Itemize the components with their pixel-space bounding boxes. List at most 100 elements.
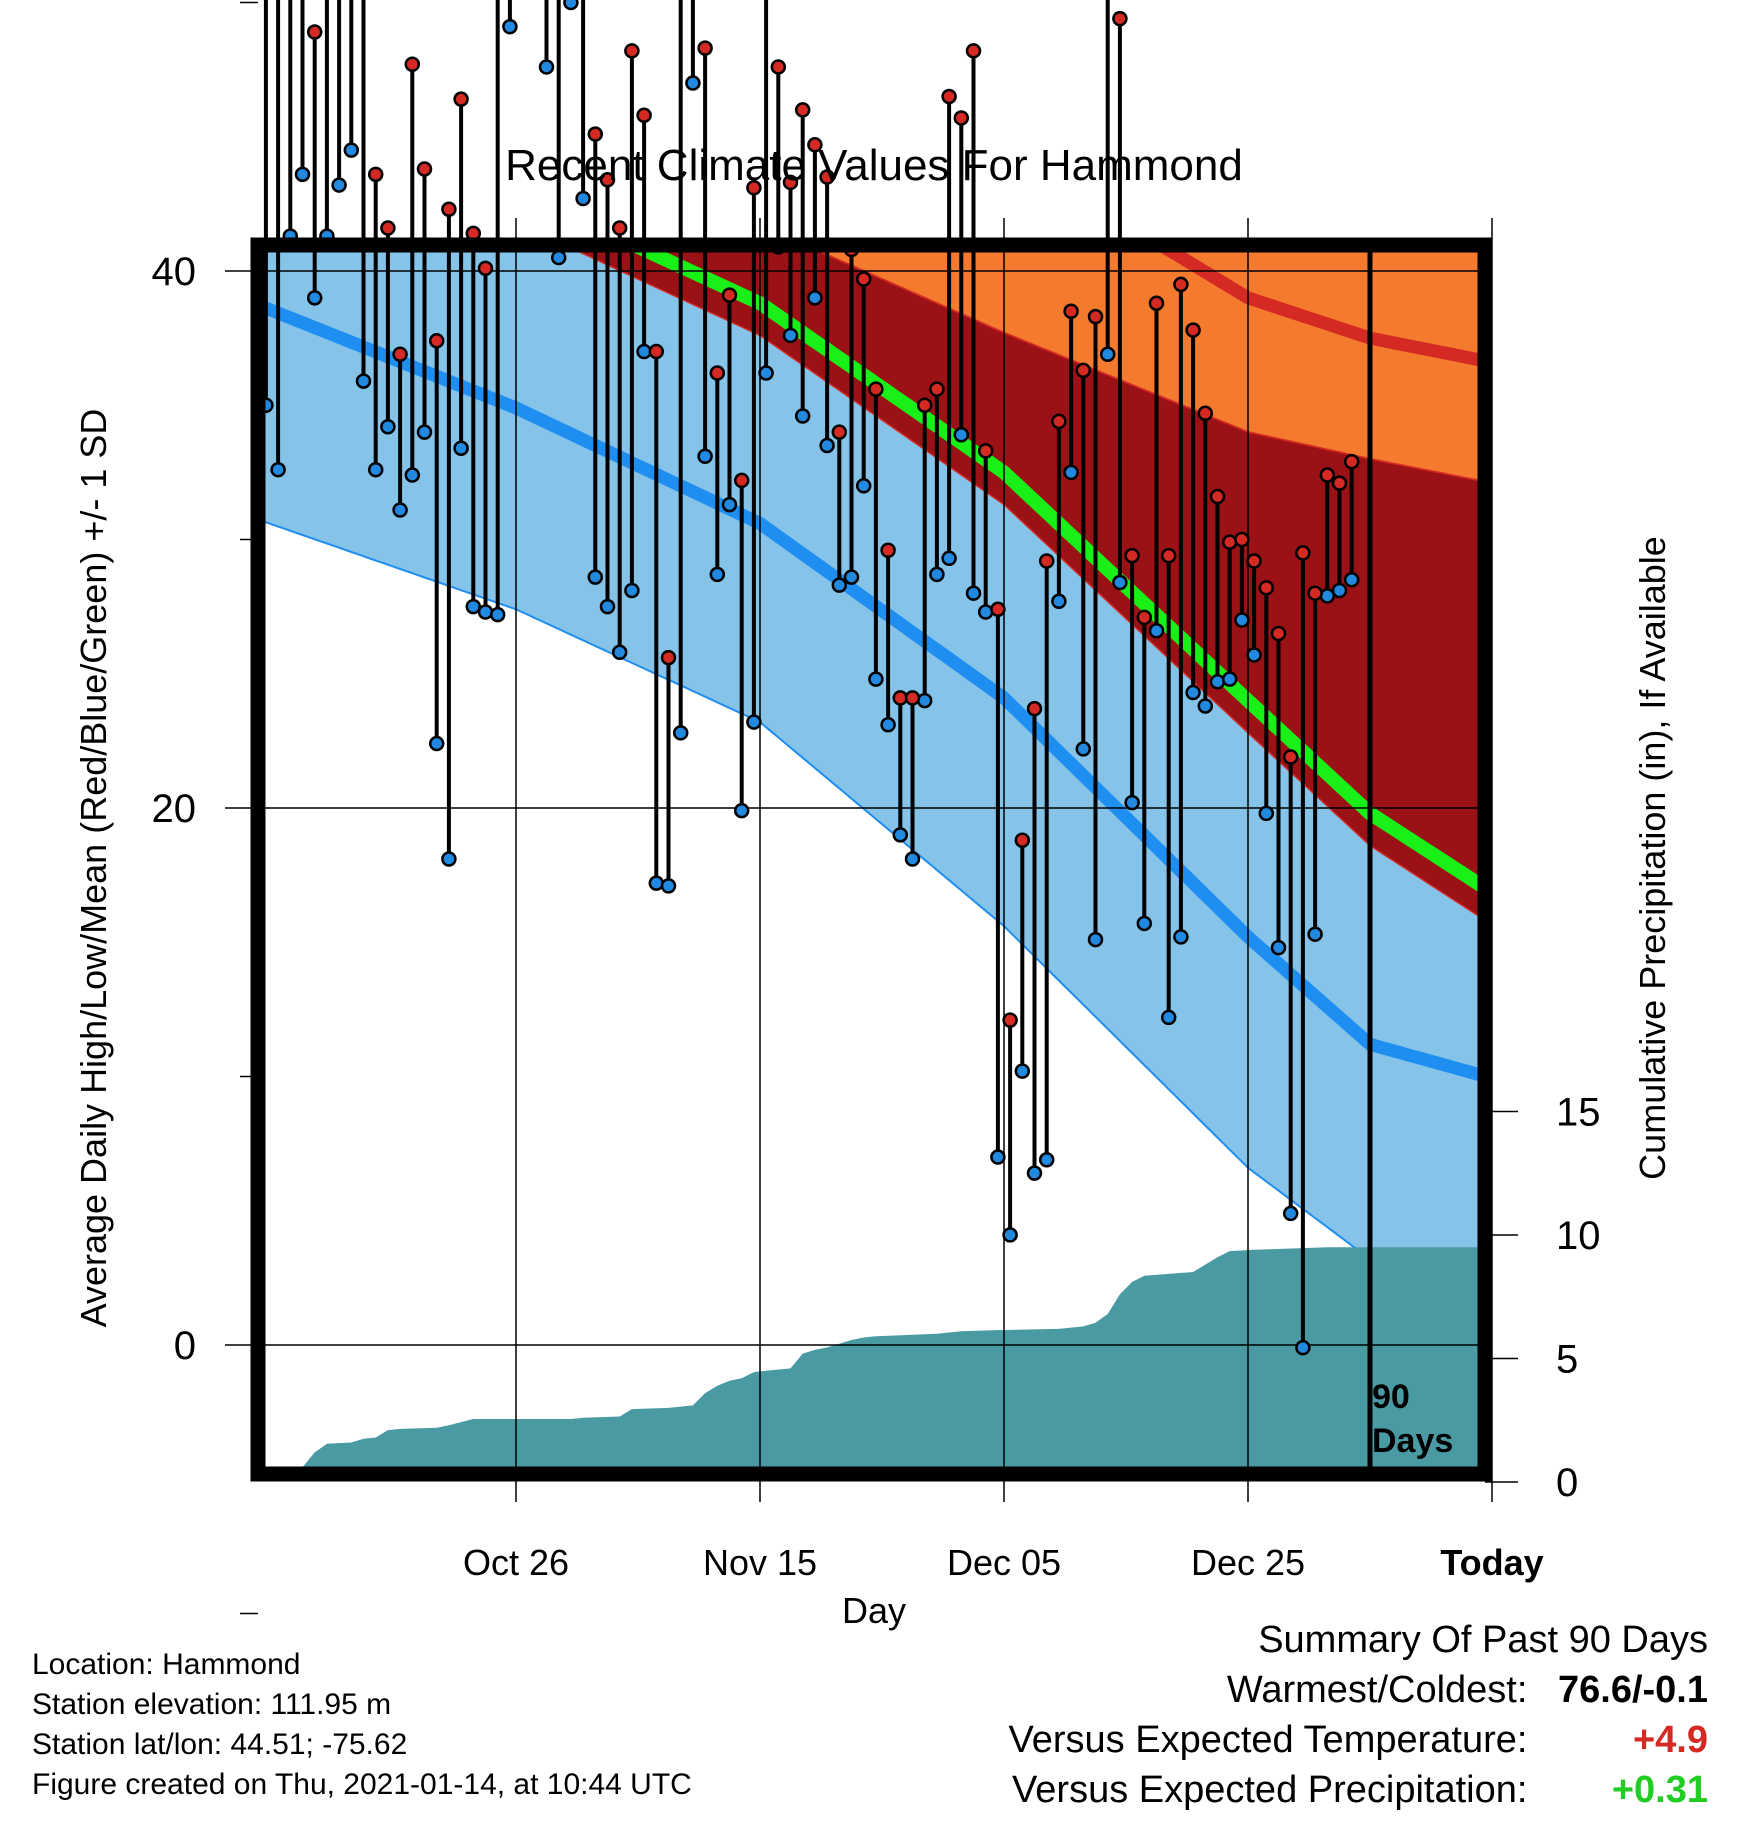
daily-low-point (916, 692, 933, 709)
daily-high-point (1124, 547, 1140, 564)
daily-low-point (758, 365, 774, 381)
daily-high-point (868, 381, 884, 397)
daily-high-point (1209, 488, 1226, 505)
daily-low-point (977, 604, 994, 620)
daily-high-point (636, 107, 652, 124)
figure-created: Figure created on Thu, 2021-01-14, at 10… (32, 1768, 692, 1801)
daily-high-point (1087, 308, 1104, 325)
summary-temp-row: Versus Expected Temperature: +4.9 (1009, 1715, 1708, 1765)
daily-high-point (1246, 553, 1262, 569)
daily-high-point (380, 220, 396, 236)
daily-low-point (1075, 741, 1092, 757)
daily-high-point (831, 424, 848, 440)
x-tick-label: Today (1440, 1542, 1543, 1583)
daily-high-point (1270, 625, 1287, 642)
daily-high-point (624, 43, 640, 59)
daily-high-point (1319, 467, 1336, 483)
daily-high-point (648, 343, 665, 360)
daily-high-point (587, 126, 604, 142)
daily-low-point (465, 598, 482, 615)
daily-high-point (1234, 531, 1250, 548)
x-tick-label: Nov 15 (703, 1542, 817, 1583)
daily-low-point (441, 851, 457, 867)
daily-low-point (1087, 931, 1104, 948)
daily-low-point (990, 1149, 1006, 1165)
y-axis-label: Average Daily High/Low/Mean (Red/Blue/Gr… (73, 409, 114, 1328)
y-tick-label: 40 (152, 250, 197, 294)
y2-tick-label: 0 (1556, 1461, 1578, 1505)
daily-low-point (1270, 939, 1287, 956)
daily-low-point (428, 735, 445, 752)
daily-high-point (1038, 553, 1055, 569)
y-tick-label: 20 (152, 787, 197, 831)
today-days-label-top: 90 (1372, 1378, 1410, 1416)
daily-high-point (441, 201, 457, 217)
temp-value: +4.9 (1632, 1719, 1708, 1761)
daily-high-point (392, 346, 408, 362)
daily-low-point (294, 166, 311, 183)
daily-high-point (1160, 547, 1177, 564)
daily-high-point (428, 333, 445, 349)
daily-high-point (904, 690, 921, 706)
x-axis-label: Day (842, 1590, 906, 1631)
daily-low-point (331, 177, 347, 193)
daily-high-point (819, 169, 835, 185)
precip-label: Versus Expected Precipitation: (1012, 1769, 1528, 1811)
daily-low-point (672, 725, 689, 741)
daily-low-point (721, 496, 738, 513)
daily-high-point (733, 472, 750, 489)
daily-low-point (489, 606, 506, 623)
daily-high-point (1075, 362, 1092, 379)
station-latlon: Station lat/lon: 44.51; -75.62 (32, 1728, 408, 1761)
daily-low-point (392, 502, 408, 518)
daily-low-point (1185, 684, 1201, 701)
daily-high-point (453, 91, 469, 107)
daily-low-point (685, 75, 701, 91)
daily-low-point (575, 190, 591, 207)
daily-low-point (1307, 926, 1323, 942)
daily-high-point (746, 180, 762, 196)
daily-low-point (709, 566, 726, 583)
y-tick-label: 0 (174, 1324, 196, 1368)
daily-low-point (502, 18, 518, 35)
daily-low-point (453, 440, 469, 456)
daily-high-point (770, 59, 787, 75)
daily-low-point (306, 290, 323, 306)
daily-low-point (355, 373, 372, 389)
warm-cold-label: Warmest/Coldest: (1226, 1669, 1528, 1711)
daily-high-point (306, 24, 323, 40)
daily-high-point (929, 381, 945, 397)
daily-low-point (1063, 464, 1079, 481)
daily-low-point (624, 582, 640, 599)
daily-low-point (587, 569, 604, 585)
daily-low-point (807, 290, 823, 306)
daily-high-point (1051, 413, 1067, 430)
daily-high-point (1112, 10, 1128, 27)
x-tick-label: Dec 05 (947, 1542, 1061, 1583)
daily-high-point (1148, 295, 1165, 311)
daily-low-point (1221, 671, 1238, 687)
daily-high-point (916, 397, 933, 413)
daily-low-point (1197, 698, 1214, 714)
normal-mean-line (617, 245, 1485, 895)
today-days-label-bottom: Days (1372, 1422, 1453, 1460)
daily-high-point (990, 601, 1006, 618)
daily-high-point (1343, 453, 1360, 470)
temp-label: Versus Expected Temperature: (1008, 1719, 1528, 1761)
daily-low-point (1295, 1339, 1311, 1356)
daily-low-point (270, 461, 286, 478)
daily-low-point (1148, 623, 1165, 639)
y2-axis-label: Cumulative Precipitation (in), If Availa… (1632, 536, 1673, 1180)
daily-low-point (892, 827, 909, 843)
daily-high-point (1063, 303, 1079, 320)
normal-mean-band (562, 245, 1485, 922)
x-tick-label: Dec 25 (1191, 1542, 1305, 1583)
daily-high-point (1282, 749, 1299, 765)
daily-high-point (660, 649, 677, 666)
daily-low-point (1246, 647, 1262, 663)
daily-low-point (380, 418, 396, 435)
y2-tick-label: 10 (1556, 1214, 1601, 1258)
normal-high-line (1148, 245, 1485, 368)
daily-low-point (404, 467, 421, 483)
